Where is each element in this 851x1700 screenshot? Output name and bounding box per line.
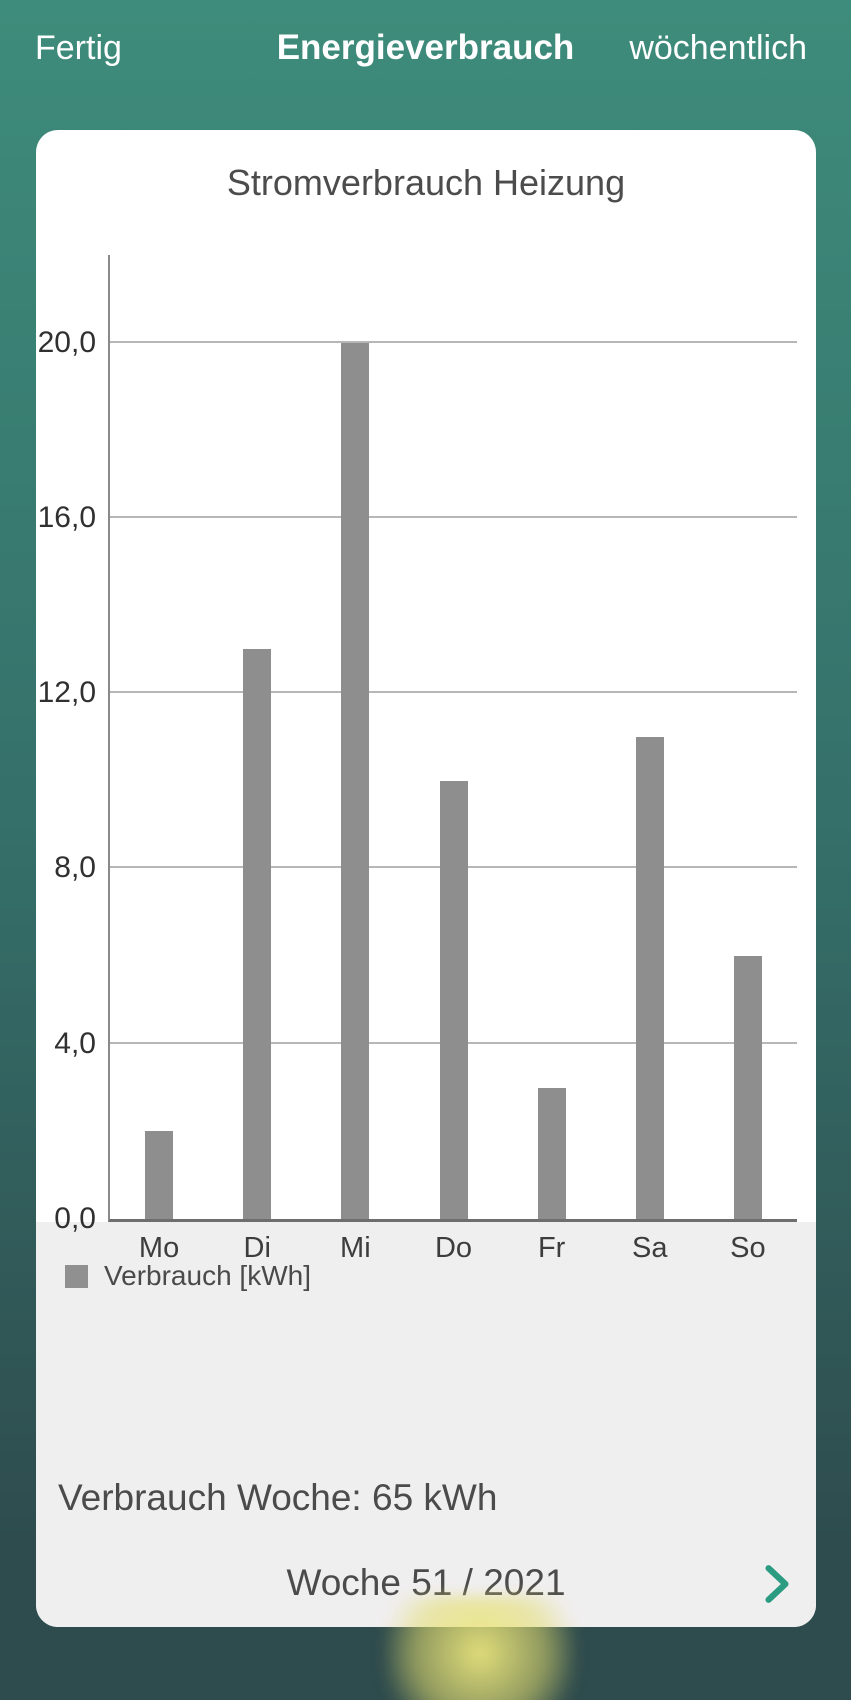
done-button[interactable]: Fertig xyxy=(35,26,122,70)
gridline xyxy=(110,340,797,343)
x-axis-label-Mo: Mo xyxy=(138,1232,180,1264)
x-axis-label-Di: Di xyxy=(243,1232,271,1264)
gridline xyxy=(110,515,797,518)
bar-Di xyxy=(243,649,272,1219)
chart-card: Stromverbrauch Heizung 0,0 4,0 8,0 12,0 16,0… xyxy=(36,130,816,1627)
y-axis-tick-label: 4,0 xyxy=(54,1026,96,1060)
x-axis-label-Do: Do xyxy=(434,1232,473,1264)
interval-toggle-button[interactable]: wöchentlich xyxy=(629,26,807,70)
page-title: Energieverbrauch xyxy=(276,28,575,67)
x-axis-label-Mi: Mi xyxy=(340,1232,371,1264)
legend-color-swatch xyxy=(65,1264,88,1288)
bar-Mi xyxy=(341,342,370,1219)
card-footer-background xyxy=(36,1222,816,1627)
legend-label: Verbrauch [kWh] xyxy=(104,1260,311,1291)
week-selector[interactable]: Woche 51 / 2021 xyxy=(36,1558,816,1608)
chevron-right-icon[interactable] xyxy=(764,1563,790,1605)
x-axis-label-Sa: Sa xyxy=(632,1232,668,1264)
week-total-text: Verbrauch Woche: 65 kWh xyxy=(58,1477,498,1518)
x-axis-label-Fr: Fr xyxy=(537,1232,566,1264)
bar-So xyxy=(733,956,762,1219)
bar-Mo xyxy=(145,1131,174,1219)
week-selector-label: Woche 51 / 2021 xyxy=(286,1562,566,1603)
chart-legend: Verbrauch [kWh] xyxy=(65,1260,311,1292)
bar-Sa xyxy=(635,737,664,1219)
y-axis-tick-label: 8,0 xyxy=(54,851,96,885)
y-axis-tick-label: 20,0 xyxy=(37,325,96,359)
bar-Do xyxy=(439,780,468,1219)
chart-title: Stromverbrauch Heizung xyxy=(226,162,626,203)
gridline xyxy=(110,691,797,694)
y-axis-tick-label: 12,0 xyxy=(37,676,96,710)
plot-area: 0,0 4,0 8,0 12,0 16,0 20,0 Mo Di Mi Do Fr Sa So xyxy=(38,255,797,1264)
y-axis-tick-label: 0,0 xyxy=(54,1202,96,1235)
bar-Fr xyxy=(537,1087,566,1219)
navigation-bar: Fertig Energieverbrauch wöchentlich xyxy=(0,0,851,96)
y-axis-tick-label: 16,0 xyxy=(37,500,96,534)
x-axis-label-So: So xyxy=(730,1232,766,1264)
